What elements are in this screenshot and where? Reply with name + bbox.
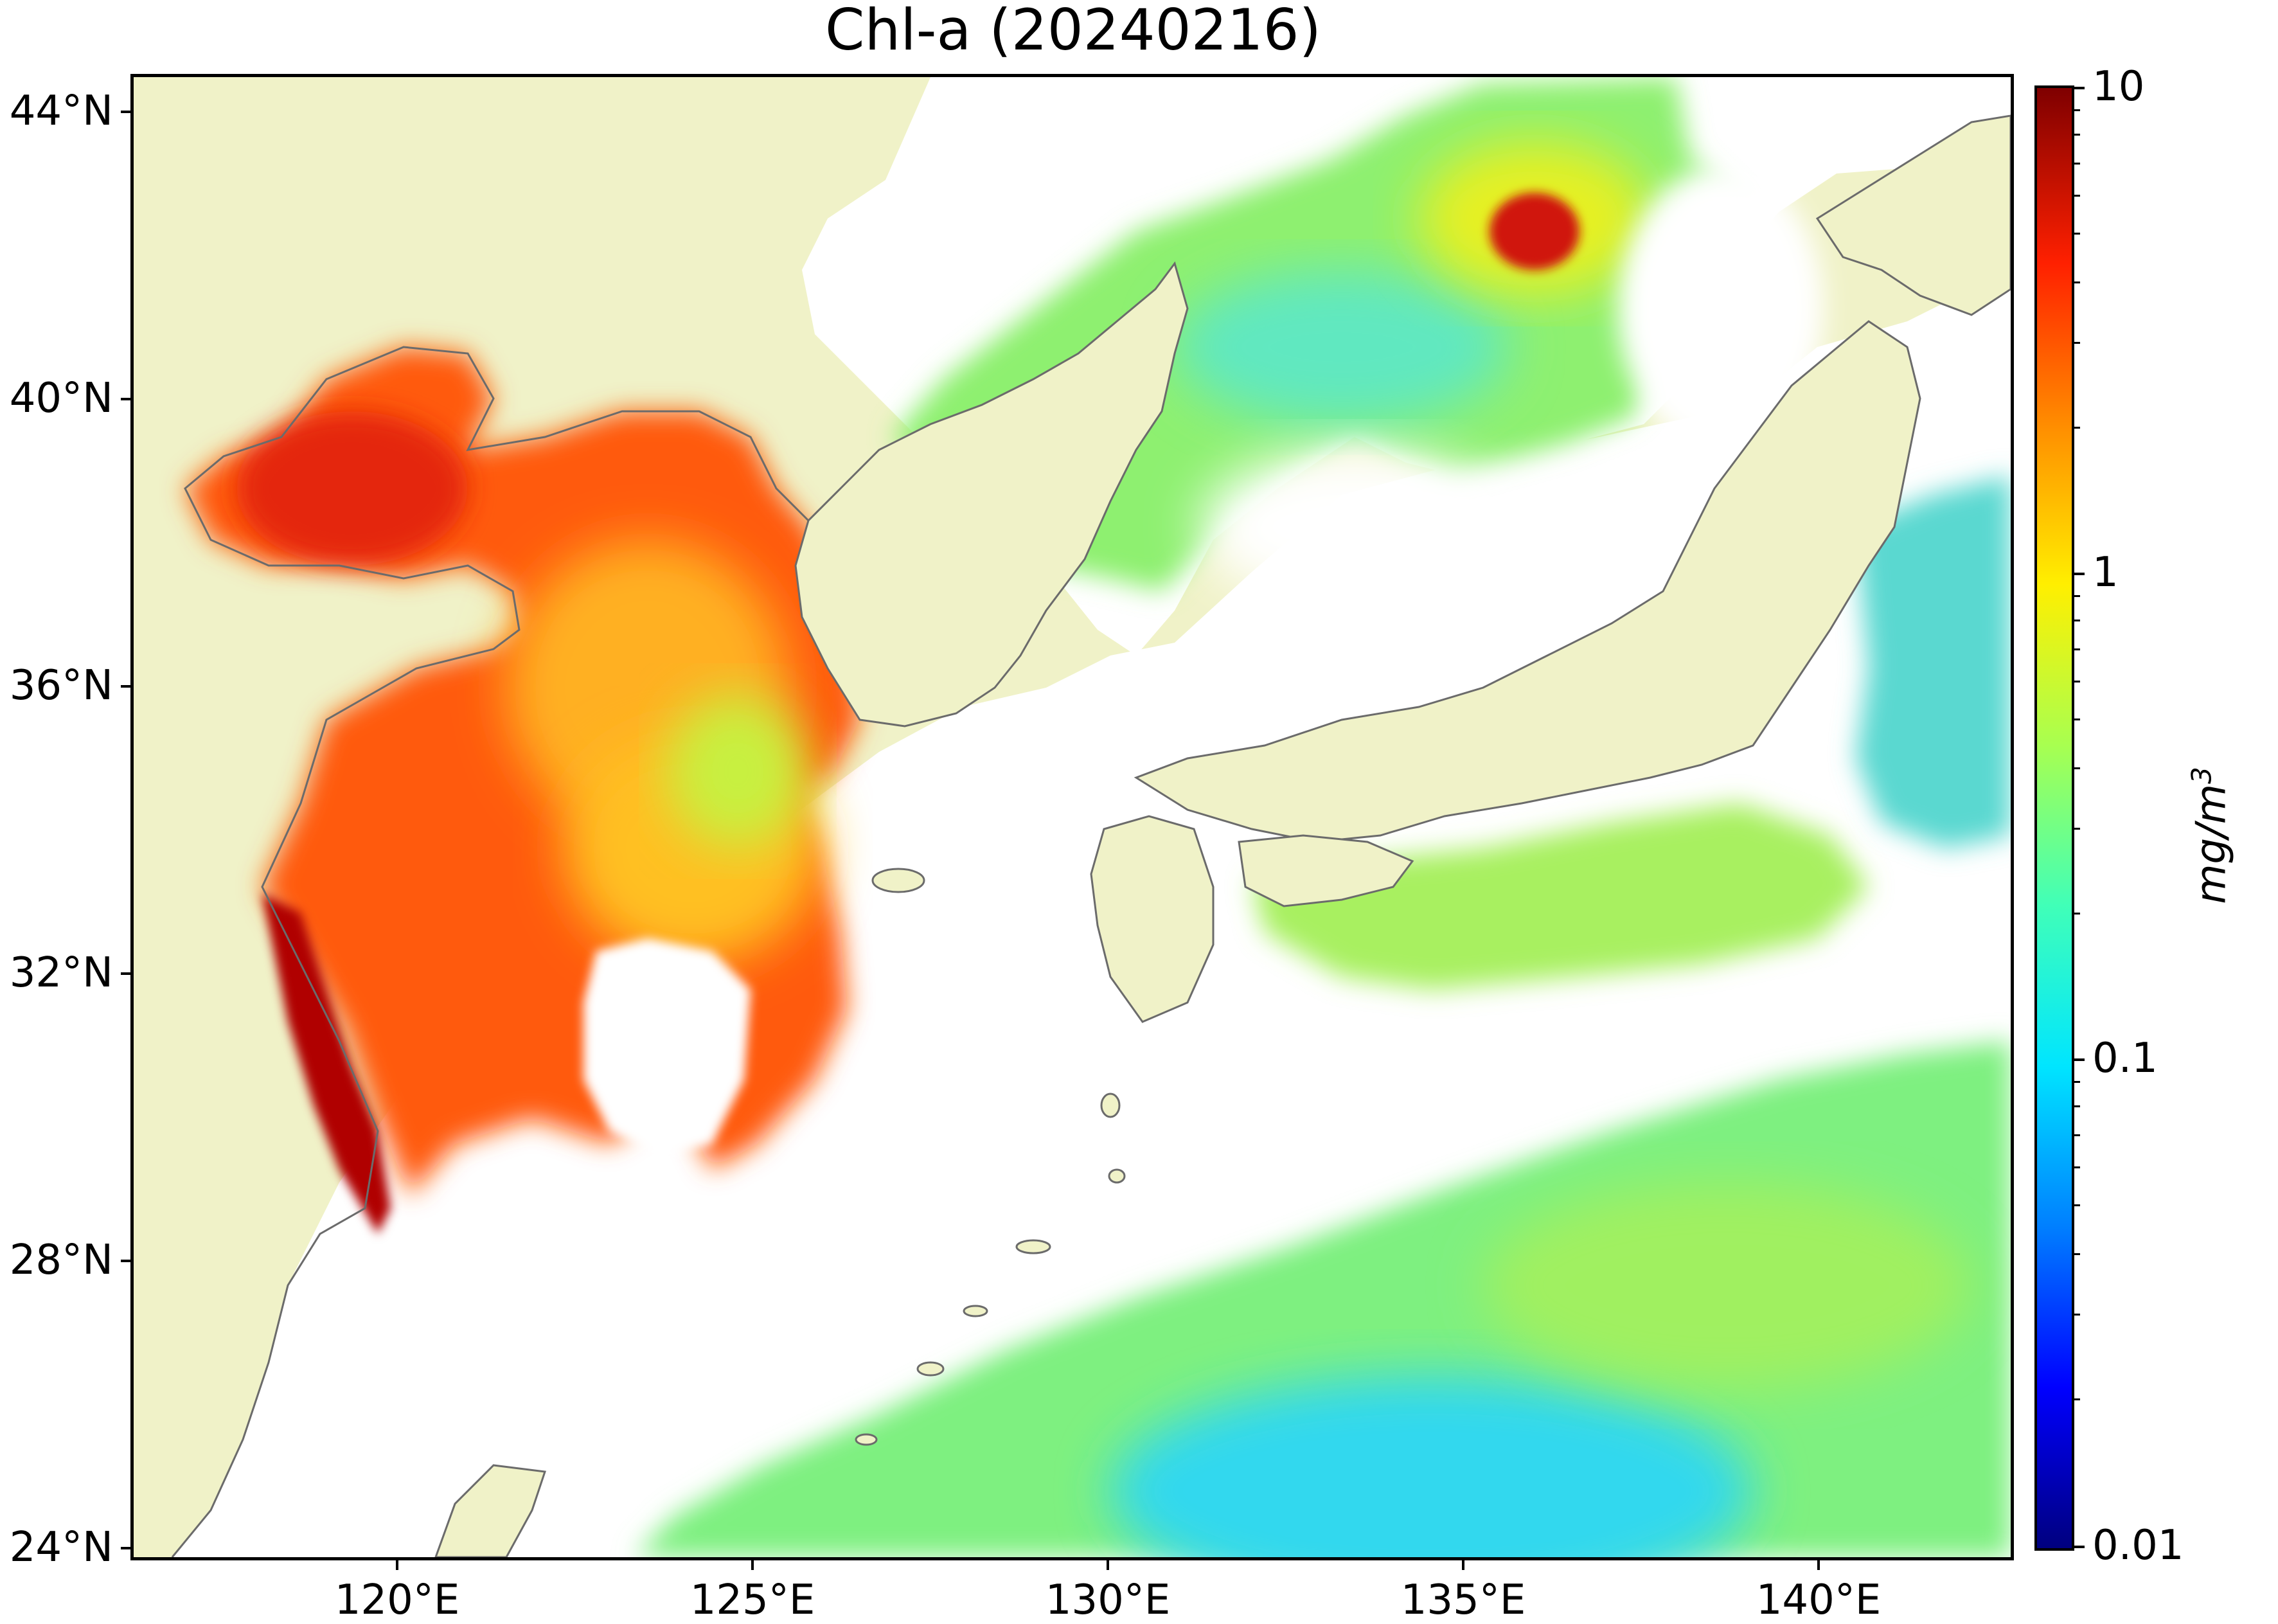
colorbar-tick-label: 10	[2092, 63, 2145, 111]
map-title: Chl-a (20240216)	[825, 0, 1321, 63]
shikoku	[1238, 834, 1414, 907]
colorbar-minor-tick	[2074, 595, 2080, 597]
colorbar-minor-tick	[2074, 109, 2080, 111]
colorbar-minor-tick	[2074, 195, 2080, 197]
x-tick-label: 135°E	[1400, 1576, 1526, 1624]
map-canvas	[134, 77, 2011, 1557]
colorbar-minor-tick	[2074, 163, 2080, 165]
bohai-core	[236, 411, 468, 566]
chl-a-map	[130, 74, 2014, 1560]
soj-cloud-2	[1200, 450, 1509, 604]
colorbar-minor-tick	[2074, 233, 2080, 235]
x-tick-mark	[751, 1560, 754, 1570]
colorbar-tick-label: 0.1	[2092, 1035, 2158, 1082]
colorbar-unit-label: mg/m3	[2185, 767, 2235, 904]
y-tick-mark	[121, 972, 130, 975]
colorbar-minor-tick	[2074, 681, 2080, 683]
honshu	[1134, 320, 1921, 843]
x-tick-label: 125°E	[690, 1576, 815, 1624]
ryukyu-islet	[1108, 1168, 1126, 1184]
colorbar-minor-tick	[2074, 134, 2080, 136]
colorbar-minor-tick	[2074, 1314, 2080, 1316]
y-tick-mark	[121, 111, 130, 113]
ryukyu-islet	[1015, 1239, 1051, 1254]
colorbar	[2034, 85, 2074, 1551]
taiwan	[434, 1464, 547, 1557]
ecs-cloud-gap	[583, 938, 751, 1157]
y-tick-mark	[121, 685, 130, 688]
colorbar-minor-tick	[2074, 1081, 2080, 1083]
y-tick-label: 28°N	[9, 1236, 113, 1284]
y-tick-label: 40°N	[9, 375, 113, 422]
soj-cloud	[1618, 167, 1824, 450]
colorbar-minor-tick	[2074, 427, 2080, 429]
ryukyu-islet	[963, 1305, 988, 1317]
y-tick-label: 36°N	[9, 662, 113, 709]
colorbar-tick-mark	[2074, 87, 2085, 89]
hokkaido	[1815, 114, 2011, 316]
colorbar-minor-tick	[2074, 648, 2080, 650]
y-tick-mark	[121, 1547, 130, 1549]
ryukyu-islet	[1100, 1093, 1121, 1118]
colorbar-minor-tick	[2074, 1105, 2080, 1107]
colorbar-minor-tick	[2074, 1134, 2080, 1136]
china-coastline	[171, 346, 810, 1557]
x-tick-label: 140°E	[1756, 1576, 1882, 1624]
jeju-island	[871, 868, 925, 893]
colorbar-tick-mark	[2074, 1546, 2085, 1548]
colorbar-tick-mark	[2074, 573, 2085, 575]
x-tick-mark	[1817, 1560, 1820, 1570]
soj-red-patch	[1490, 193, 1579, 270]
x-tick-mark	[396, 1560, 398, 1570]
soj-cyan-patch	[1175, 270, 1509, 424]
china-coast-red	[262, 893, 391, 1234]
colorbar-unit-text: mg/m	[2187, 783, 2236, 904]
y-tick-mark	[121, 398, 130, 400]
ryukyu-islet	[855, 1433, 878, 1446]
colorbar-tick-label: 0.01	[2092, 1522, 2184, 1569]
korean-peninsula	[794, 261, 1189, 727]
y-tick-label: 32°N	[9, 949, 113, 997]
pacific-cyan-core	[1110, 1375, 1753, 1557]
colorbar-minor-tick	[2074, 342, 2080, 344]
colorbar-minor-tick	[2074, 718, 2080, 720]
ryukyu-islet	[916, 1361, 945, 1377]
kuroshio-strip	[1252, 803, 1869, 990]
colorbar-minor-tick	[2074, 828, 2080, 830]
y-tick-label: 44°N	[9, 87, 113, 135]
colorbar-minor-tick	[2074, 1204, 2080, 1206]
colorbar-minor-tick	[2074, 767, 2080, 769]
x-tick-label: 120°E	[334, 1576, 460, 1624]
colorbar-minor-tick	[2074, 1253, 2080, 1255]
colorbar-tick-mark	[2074, 1058, 2085, 1061]
x-tick-label: 130°E	[1045, 1576, 1171, 1624]
x-tick-mark	[1462, 1560, 1464, 1570]
colorbar-minor-tick	[2074, 913, 2080, 915]
colorbar-tick-label: 1	[2092, 549, 2119, 596]
colorbar-minor-tick	[2074, 620, 2080, 621]
colorbar-unit-exponent: 3	[2185, 767, 2218, 784]
y-tick-label: 24°N	[9, 1524, 113, 1571]
yellow-sea-green	[667, 694, 808, 848]
colorbar-minor-tick	[2074, 1398, 2080, 1400]
pacific-green-core	[1483, 1182, 1971, 1388]
colorbar-minor-tick	[2074, 1166, 2080, 1168]
y-tick-mark	[121, 1260, 130, 1262]
east-honshu-field	[1856, 476, 2011, 848]
colorbar-minor-tick	[2074, 281, 2080, 283]
kyushu	[1090, 815, 1215, 1023]
x-tick-mark	[1107, 1560, 1109, 1570]
